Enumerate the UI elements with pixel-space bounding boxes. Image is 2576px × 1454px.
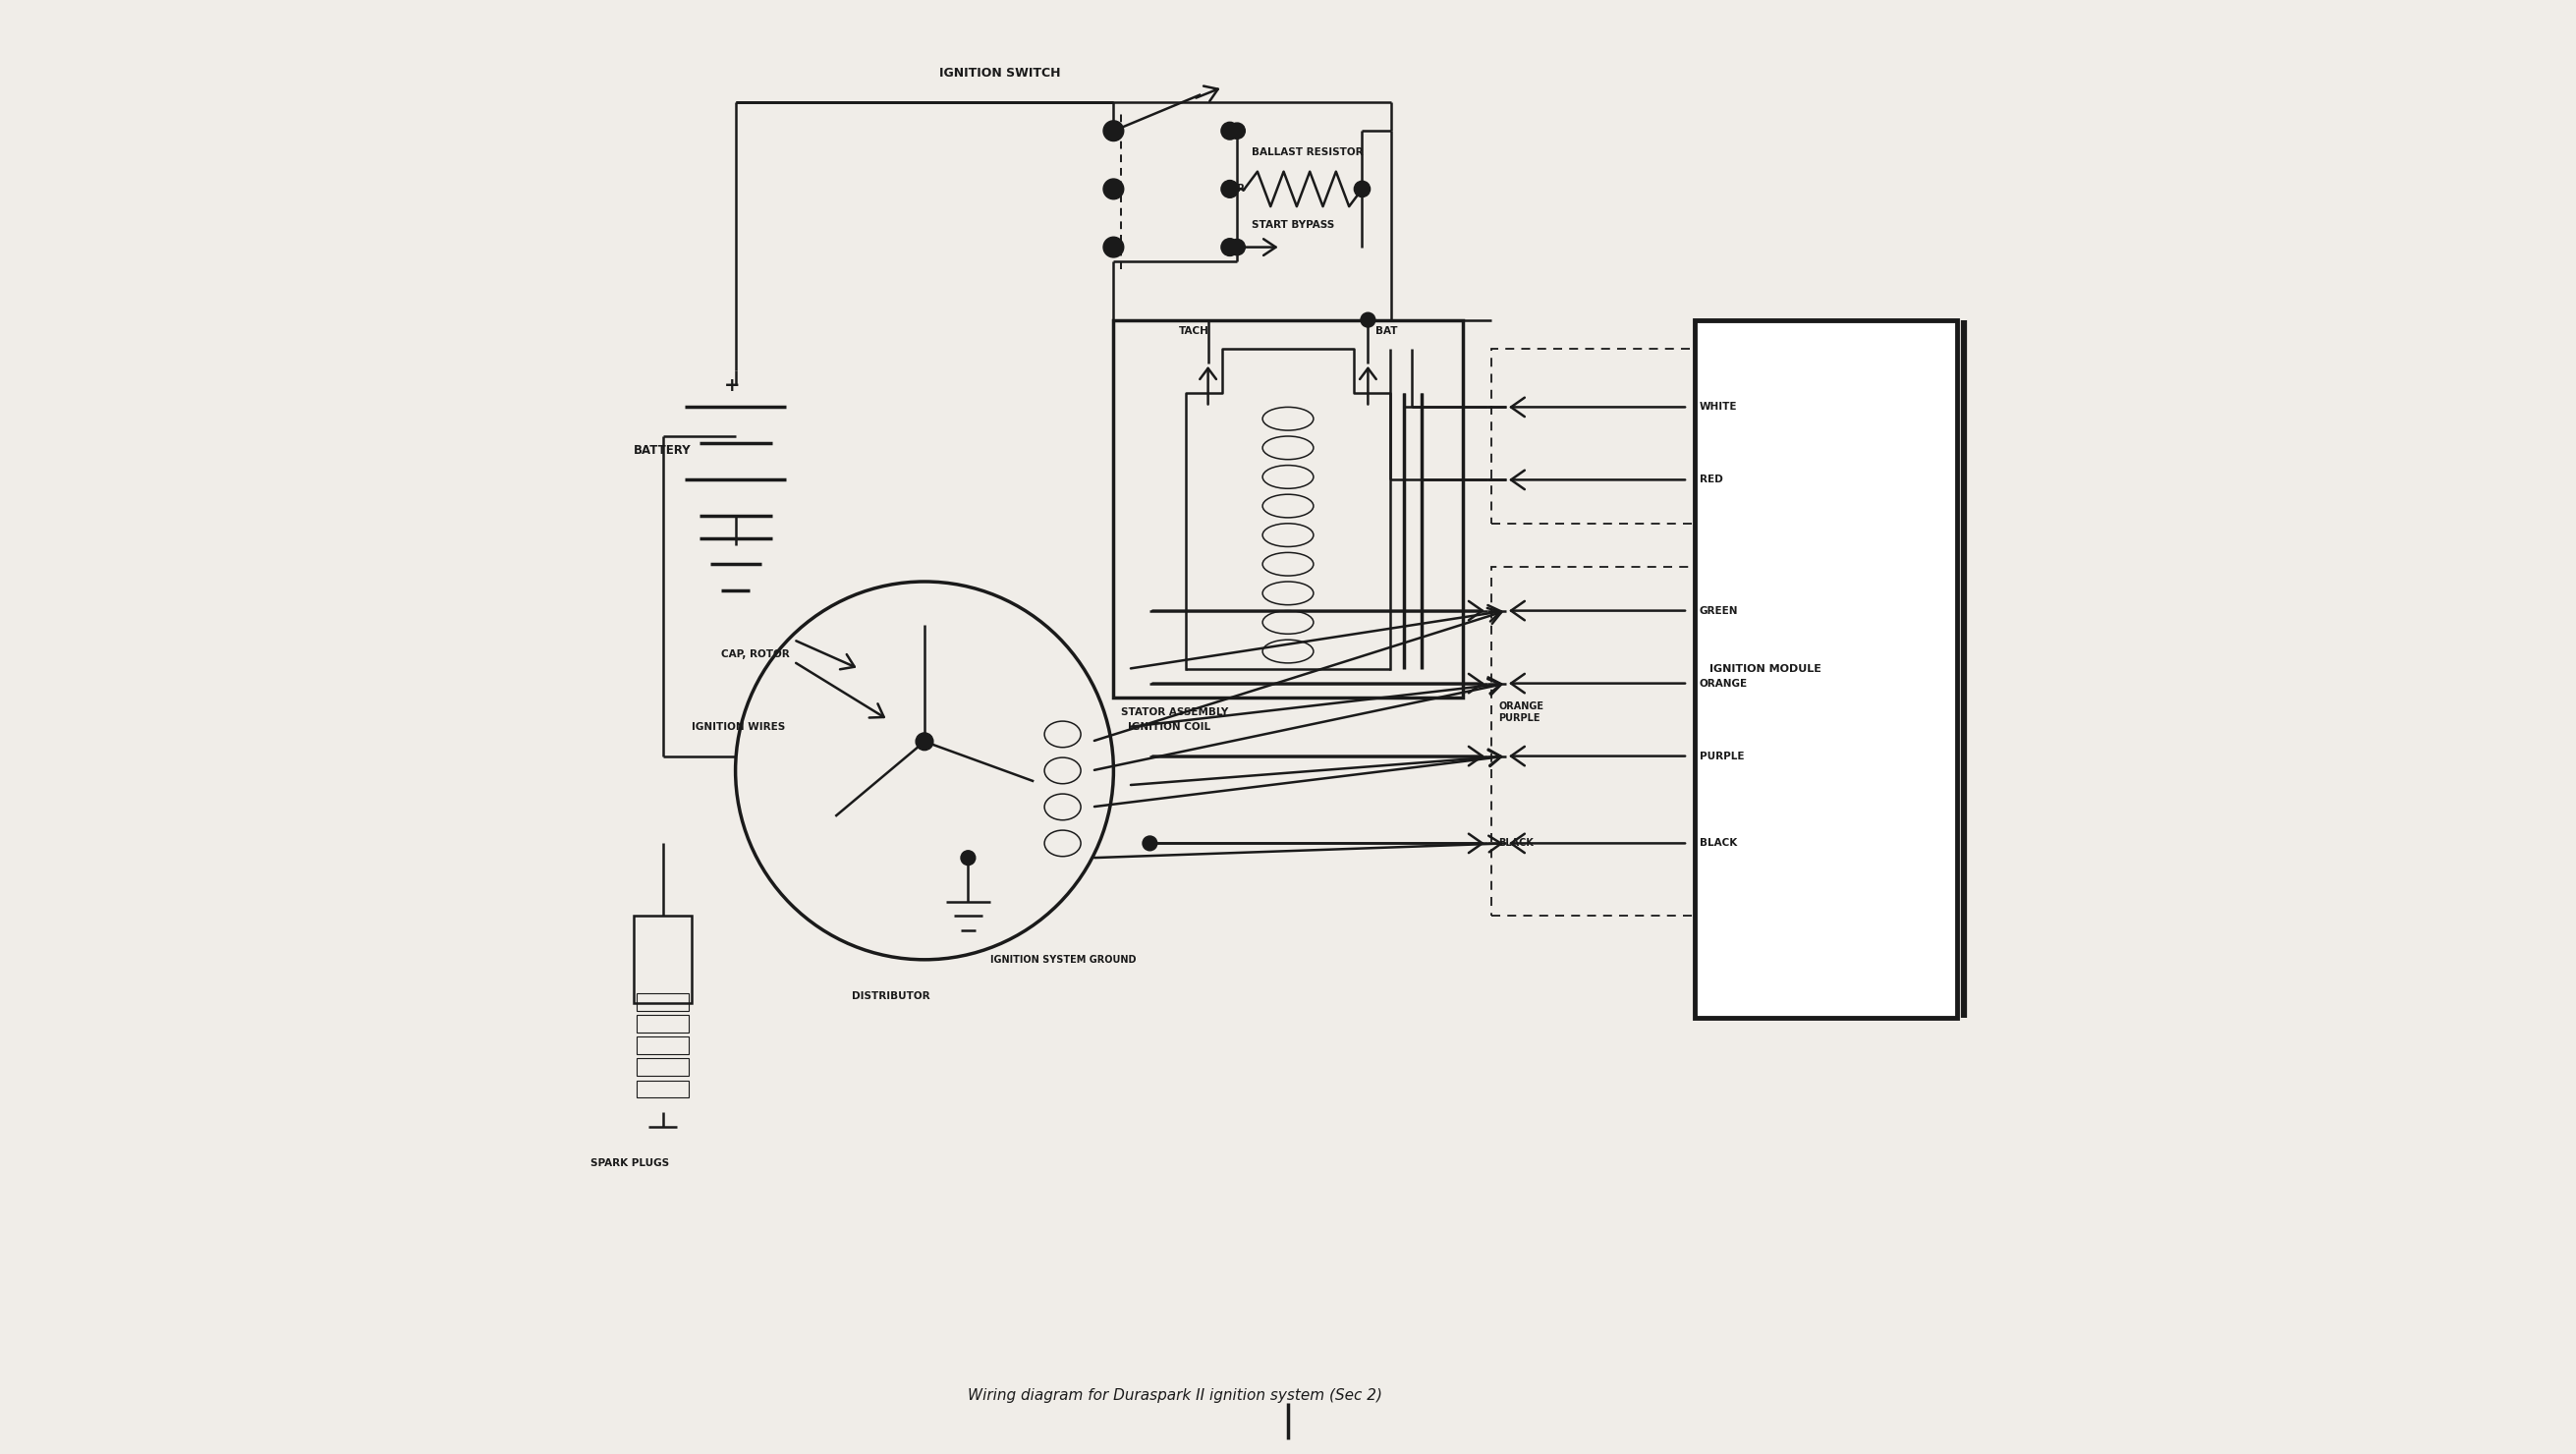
Bar: [634, 916, 693, 1003]
Bar: [636, 1059, 688, 1076]
Bar: [636, 1015, 688, 1032]
Bar: [636, 993, 688, 1011]
Text: GREEN: GREEN: [1700, 606, 1739, 615]
Circle shape: [1103, 121, 1123, 141]
Text: IGNITION COIL: IGNITION COIL: [1128, 723, 1211, 731]
Text: CAP, ROTOR: CAP, ROTOR: [721, 650, 788, 659]
Text: IGNITION MODULE: IGNITION MODULE: [1710, 664, 1821, 673]
Text: IGNITION WIRES: IGNITION WIRES: [693, 723, 786, 731]
Bar: [1492, 567, 1695, 916]
Text: +: +: [724, 377, 739, 394]
Circle shape: [914, 733, 933, 750]
Circle shape: [1221, 122, 1239, 140]
Text: BATTERY: BATTERY: [634, 445, 690, 457]
Text: WHITE: WHITE: [1700, 403, 1736, 411]
Text: STATOR ASSEMBLY: STATOR ASSEMBLY: [1121, 708, 1229, 717]
Text: BLACK: BLACK: [1499, 839, 1535, 848]
Text: IGNITION SYSTEM GROUND: IGNITION SYSTEM GROUND: [989, 955, 1136, 964]
Text: BALLAST RESISTOR: BALLAST RESISTOR: [1252, 148, 1363, 157]
Text: Wiring diagram for Duraspark II ignition system (Sec 2): Wiring diagram for Duraspark II ignition…: [969, 1389, 1383, 1403]
Text: S: S: [1236, 243, 1244, 252]
Circle shape: [1229, 238, 1244, 256]
Bar: [636, 1037, 688, 1054]
Bar: [1695, 320, 1958, 1018]
Text: DISTRIBUTOR: DISTRIBUTOR: [853, 992, 930, 1000]
Circle shape: [1103, 237, 1123, 257]
Circle shape: [1221, 180, 1239, 198]
Circle shape: [961, 851, 976, 865]
Circle shape: [1355, 182, 1370, 198]
Circle shape: [1221, 238, 1239, 256]
Text: SPARK PLUGS: SPARK PLUGS: [590, 1159, 670, 1168]
Text: BAT: BAT: [1376, 327, 1396, 336]
Circle shape: [1103, 179, 1123, 199]
Text: R: R: [1236, 185, 1244, 193]
Text: START BYPASS: START BYPASS: [1252, 221, 1334, 230]
Bar: [1113, 320, 1463, 698]
Text: S: S: [1236, 126, 1244, 135]
Circle shape: [1144, 836, 1157, 851]
Text: IGNITION SWITCH: IGNITION SWITCH: [940, 67, 1061, 79]
Bar: [636, 1080, 688, 1098]
Text: RED: RED: [1700, 475, 1723, 484]
Text: ORANGE: ORANGE: [1700, 679, 1747, 688]
Text: TACH: TACH: [1180, 327, 1208, 336]
Circle shape: [1360, 313, 1376, 327]
Text: PURPLE: PURPLE: [1700, 752, 1744, 760]
Bar: [1492, 349, 1695, 523]
Circle shape: [1229, 124, 1244, 140]
Text: ORANGE
PURPLE: ORANGE PURPLE: [1499, 702, 1543, 723]
Text: BLACK: BLACK: [1700, 839, 1736, 848]
